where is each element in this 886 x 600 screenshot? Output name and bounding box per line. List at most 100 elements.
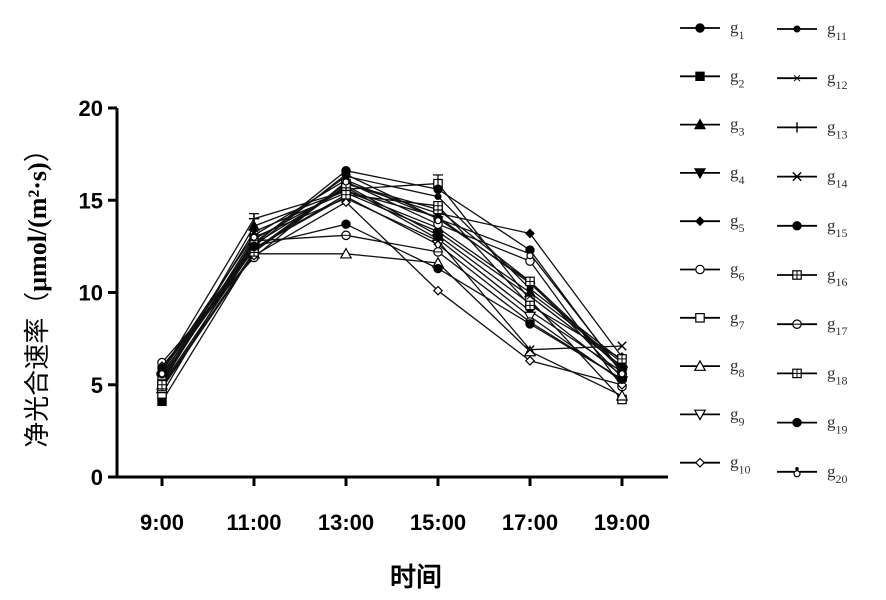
- chart-axes: 0 5 10 15 20 9:00 11:00 13:00 15:00 17:00 19:00: [79, 96, 668, 535]
- legend-item-g9: g9: [680, 404, 745, 428]
- legend-item-g1: g1: [680, 18, 745, 42]
- legend-marker: [792, 368, 802, 379]
- legend-item-g16: g16: [777, 265, 848, 289]
- data-point: [525, 292, 535, 300]
- series-line: [161, 190, 623, 386]
- data-point: [434, 193, 442, 201]
- data-point: [526, 248, 534, 260]
- data-point: [618, 367, 626, 378]
- data-point: [158, 367, 166, 378]
- legend-label: g1: [730, 18, 745, 42]
- data-point: [615, 389, 629, 401]
- data-point: [433, 247, 443, 257]
- data-point: [247, 219, 261, 231]
- legend-marker: [695, 71, 705, 81]
- legend-item-g5: g5: [680, 211, 745, 235]
- y-tick-label: 5: [91, 373, 103, 398]
- legend-marker: [695, 264, 705, 275]
- legend-marker: [694, 457, 706, 468]
- legend-item-g2: g2: [680, 66, 745, 90]
- data-point: [617, 354, 627, 364]
- error-bar: [249, 213, 259, 224]
- data-point: [432, 285, 444, 296]
- data-point: [523, 311, 537, 323]
- x-axis-title: 时间: [390, 563, 442, 593]
- legend-label: g9: [730, 404, 745, 428]
- data-point: [525, 319, 535, 329]
- data-point: [433, 200, 443, 211]
- legend-label: g16: [827, 265, 848, 289]
- series-line: [161, 223, 623, 380]
- data-point: [434, 213, 442, 225]
- data-point: [342, 175, 350, 186]
- legend-item-g11: g11: [777, 19, 847, 43]
- x-tick-label: 9:00: [140, 510, 184, 535]
- legend-marker: [793, 25, 801, 33]
- chart-legend: g1 g2 g3 g4 g5 g6 g7 g8 g9 g10 g11 g12 g13 g14 g15 g16 g…: [680, 18, 848, 486]
- data-point: [157, 379, 167, 390]
- data-point: [433, 184, 443, 194]
- legend-item-g12: g12: [777, 68, 848, 92]
- series-g20: [158, 175, 626, 378]
- y-axis-title: 净光合速率（μmol/(m²·s)）: [23, 136, 53, 447]
- legend-label: g17: [827, 314, 848, 338]
- data-point: [250, 230, 258, 241]
- legend-label: g3: [730, 115, 745, 139]
- data-point: [525, 300, 535, 311]
- series-line: [161, 182, 623, 387]
- data-point: [433, 236, 443, 246]
- legend-marker: [693, 359, 707, 371]
- legend-marker: [793, 467, 801, 478]
- legend-label: g7: [730, 308, 745, 332]
- legend-item-g4: g4: [680, 163, 745, 187]
- series-line: [161, 192, 623, 382]
- data-point: [341, 189, 351, 200]
- x-tick-label: 11:00: [226, 510, 281, 535]
- legend-marker: [792, 221, 802, 231]
- legend-label: g20: [827, 462, 848, 486]
- legend-label: g19: [827, 413, 848, 437]
- data-point: [341, 219, 351, 229]
- legend-label: g6: [730, 260, 745, 284]
- legend-marker: [695, 216, 705, 227]
- y-tick-label: 0: [91, 465, 103, 490]
- data-point: [617, 341, 627, 351]
- legend-label: g5: [730, 211, 745, 235]
- y-tick-label: 15: [79, 188, 103, 213]
- legend-label: g8: [730, 356, 745, 380]
- x-tick-label: 13:00: [318, 510, 374, 535]
- legend-item-g15: g15: [777, 216, 848, 240]
- legend-marker: [792, 171, 802, 182]
- legend-item-g14: g14: [777, 167, 848, 191]
- legend-marker: [792, 319, 802, 329]
- legend-marker: [792, 74, 802, 82]
- legend-label: g2: [730, 66, 745, 90]
- x-tick-label: 17:00: [502, 510, 558, 535]
- legend-label: g14: [827, 167, 848, 191]
- series-g19: [157, 219, 627, 384]
- legend-item-g17: g17: [777, 314, 848, 338]
- series-line: [161, 234, 623, 380]
- legend-label: g13: [827, 117, 848, 141]
- series-g9: [155, 191, 629, 388]
- legend-label: g18: [827, 363, 848, 387]
- series-g2: [157, 180, 627, 407]
- legend-label: g15: [827, 216, 848, 240]
- legend-item-g13: g13: [777, 117, 848, 141]
- legend-marker: [693, 168, 707, 180]
- series-line: [161, 194, 623, 386]
- y-tick-label: 10: [79, 281, 103, 306]
- x-tick-label: 15:00: [410, 510, 466, 535]
- y-tick-label: 20: [79, 96, 103, 121]
- data-point: [433, 263, 443, 274]
- x-tick-label: 19:00: [594, 510, 650, 535]
- data-point: [525, 228, 535, 239]
- series-line: [161, 170, 623, 375]
- legend-marker: [792, 417, 802, 428]
- data-point: [249, 241, 259, 252]
- legend-label: g10: [730, 453, 751, 477]
- series-line: [161, 253, 623, 397]
- legend-item-g18: g18: [777, 363, 848, 387]
- legend-label: g12: [827, 68, 848, 92]
